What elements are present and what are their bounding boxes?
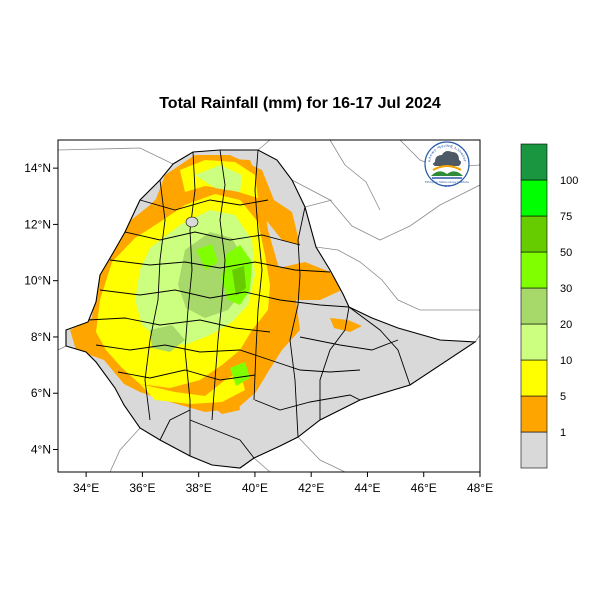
legend-label: 30 — [560, 283, 572, 295]
legend-swatch — [520, 323, 548, 361]
institute-logo: ኢትዮጵያ ሜትሮሎጂ ኢንስቲትዩት Ethiopian Meteorolog… — [424, 141, 470, 188]
legend-swatch — [520, 143, 548, 181]
y-tick-label: 10°N — [24, 274, 51, 288]
rainfall-legend: 1 5 10 20 30 50 75 100 — [520, 143, 578, 469]
map-frame — [57, 139, 481, 473]
map-title: Total Rainfall (mm) for 16-17 Jul 2024 — [159, 95, 441, 112]
legend-swatch — [520, 359, 548, 397]
rain-zone-olive-sw — [150, 325, 185, 352]
legend-label: 50 — [560, 247, 572, 259]
logo-sun-icon — [432, 165, 462, 171]
legend-swatch — [520, 431, 548, 469]
lake-icon — [185, 216, 199, 228]
legend-label: 5 — [560, 391, 566, 403]
legend-label: 75 — [560, 211, 572, 223]
legend-swatch — [520, 251, 548, 289]
legend-label: 1 — [560, 427, 566, 439]
x-tick-label: 34°E — [73, 481, 99, 495]
legend-swatch — [520, 179, 548, 217]
x-tick-label: 36°E — [129, 481, 155, 495]
y-tick-label: 6°N — [31, 386, 51, 400]
logo-caption: Ethiopian Meteorology Institute — [425, 180, 469, 184]
rain-zone-green — [232, 266, 246, 296]
x-tick-label: 42°E — [298, 481, 324, 495]
rain-zone-brightgreen-2 — [196, 244, 218, 270]
x-tick-label: 40°E — [242, 481, 268, 495]
rain-zone-lightgreen-north — [195, 165, 242, 192]
rain-zone-brightgreen-3 — [230, 362, 250, 386]
admin-boundaries — [87, 150, 411, 459]
x-tick-label: 38°E — [186, 481, 212, 495]
y-tick-label: 14°N — [24, 161, 51, 175]
country-outline — [65, 149, 477, 469]
rain-zone-yellow-southwest — [140, 372, 245, 404]
legend-label: 100 — [560, 175, 578, 187]
x-tick-label: 46°E — [411, 481, 437, 495]
legend-swatch — [520, 215, 548, 253]
legend-swatch — [520, 395, 548, 433]
y-axis: 4°N 6°N 8°N 10°N 12°N 14°N — [24, 161, 58, 456]
x-tick-label: 48°E — [467, 481, 493, 495]
legend-label: 20 — [560, 319, 572, 331]
y-tick-label: 12°N — [24, 217, 51, 231]
logo-year: EMI — [444, 184, 449, 188]
y-tick-label: 4°N — [31, 442, 51, 456]
logo-cloud-icon — [433, 151, 461, 166]
x-axis: 34°E 36°E 38°E 40°E 42°E 44°E 46°E 48°E — [73, 472, 493, 495]
logo-hills-icon — [431, 171, 463, 176]
legend-label: 10 — [560, 355, 572, 367]
x-tick-label: 44°E — [354, 481, 380, 495]
legend-swatch — [520, 287, 548, 325]
y-tick-label: 8°N — [31, 330, 51, 344]
